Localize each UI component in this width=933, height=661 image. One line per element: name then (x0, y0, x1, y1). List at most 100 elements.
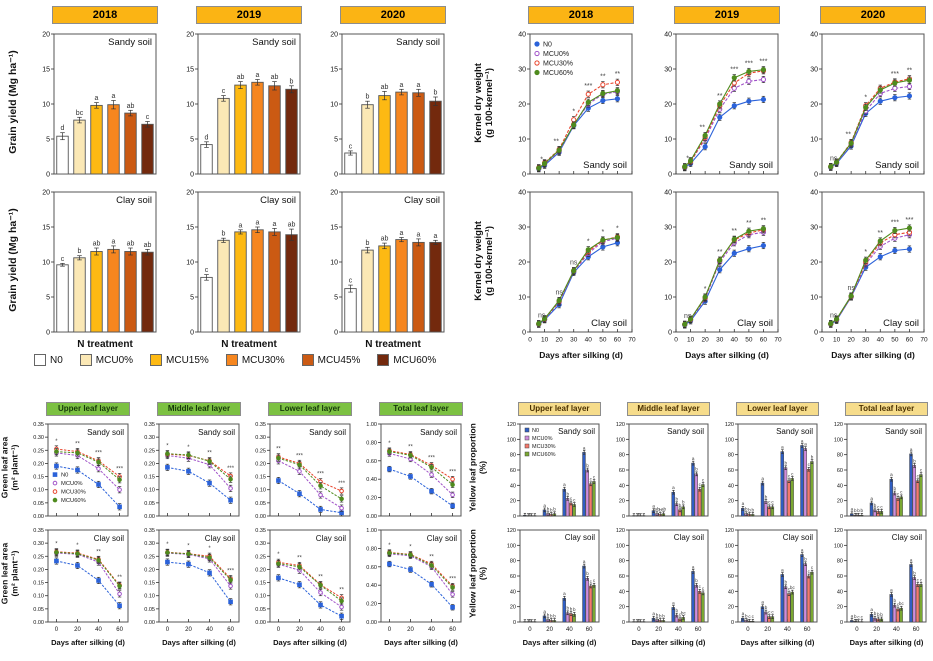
sig-letter: b (784, 580, 787, 585)
data-point (534, 69, 540, 76)
sig-letter: a (761, 476, 764, 481)
soil-label: Sandy soil (252, 37, 296, 48)
bar-MCU15% (234, 84, 247, 175)
y-tick-label: 0.30 (33, 435, 44, 441)
data-point (600, 244, 606, 250)
sig-letter: c (146, 114, 150, 121)
y-tick-label: 10 (518, 295, 526, 302)
data-point (682, 164, 688, 170)
series-line-MCU30% (278, 456, 342, 492)
y-tick-label: 20 (810, 260, 818, 267)
sig-letter: b (880, 612, 883, 617)
data-point (702, 294, 708, 300)
y-tick-label: 40 (810, 190, 818, 197)
sig-letter: a (400, 230, 404, 237)
x-axis-title: Days after silking (d) (384, 638, 458, 647)
data-point (228, 476, 233, 482)
y-tick-label: 20 (664, 260, 672, 267)
data-point (614, 79, 621, 85)
sig-mark: * (587, 239, 590, 246)
sig-letter: b (874, 611, 877, 616)
y-tick-label: 20 (728, 499, 734, 505)
y-tick-label: 60 (510, 468, 516, 474)
data-point (571, 117, 577, 123)
sig-letter: c (920, 577, 923, 582)
soil-label: Sandy soil (875, 160, 919, 171)
sig-letter: a (910, 557, 913, 562)
legend-swatch-MCU60% (377, 354, 390, 366)
data-point (687, 158, 694, 164)
data-point (600, 90, 606, 97)
x-axis-title: Days after silking (d) (539, 350, 623, 360)
data-point (96, 482, 101, 487)
y-tick-label: 60 (619, 574, 625, 580)
sig-mark: ** (761, 218, 767, 225)
sig-letter: b (656, 613, 659, 618)
plot-frame (47, 529, 129, 623)
plot-frame (529, 33, 633, 175)
sig-mark: ** (878, 230, 884, 237)
sig-letter: a (801, 547, 804, 552)
y-tick-label: 0 (840, 514, 843, 520)
sig-mark: ** (615, 71, 621, 78)
data-point (228, 486, 233, 491)
sig-letter: c (808, 569, 811, 574)
kernel-y-axis-label-clay: Kernel dry weight (g 100-kernel⁻¹) (473, 186, 496, 336)
sig-mark: *** (745, 60, 753, 67)
series-line-MCU30% (167, 551, 231, 579)
y-tick-label: 20 (810, 102, 818, 109)
sig-letter: a (890, 472, 893, 477)
legend-swatch-MCU45% (301, 354, 314, 366)
green-leaf-panel-1-clay: 0.00 0.05 0.10 0.15 0.20 0.25 0.30 0.35 0 20 40 60 *… (144, 528, 240, 633)
bar-N0 (760, 606, 765, 623)
data-point (186, 551, 191, 557)
sig-letter: ab (127, 103, 135, 110)
data-point (534, 60, 540, 66)
sig-mark: *** (584, 83, 592, 90)
data-point (54, 463, 59, 469)
y-tick-label: 0.10 (33, 594, 44, 600)
plot-frame (269, 423, 351, 517)
legend-item-label-N0: N0 (543, 42, 552, 49)
bar-MCU0% (694, 584, 698, 623)
sig-letter: b (784, 461, 787, 466)
y-tick-label: 40 (728, 483, 734, 489)
sig-mark: *** (891, 219, 899, 226)
y-tick-label: 60 (728, 468, 734, 474)
sig-letter: b (659, 507, 662, 512)
data-point (318, 483, 323, 489)
y-tick-label: 100 (834, 543, 843, 549)
y-tick-label: 0 (622, 620, 625, 626)
year-column-2020: 2020 0 5 10 15 20 c b ab a a b Sandy soil 0 5 10 15 20 c b a… (318, 6, 448, 350)
legend-item-label-MCU60%: MCU60% (543, 70, 573, 77)
soil-label: Sandy soil (583, 160, 627, 171)
legend-label-MCU30%: MCU30% (241, 354, 285, 366)
sig-mark: ns (847, 285, 855, 292)
x-tick-label: 0 (746, 627, 750, 633)
y-tick-label: 20 (510, 499, 516, 505)
y-tick-label: 80 (837, 453, 843, 459)
soil-label: Sandy soil (885, 427, 922, 436)
bar-N0 (780, 574, 784, 623)
data-point (318, 492, 323, 498)
y-tick-label: 0 (190, 172, 194, 178)
sig-letter: c (771, 610, 774, 615)
sig-letter: c (222, 88, 226, 95)
y-tick-label: 0.00 (366, 620, 377, 626)
soil-label: Sandy soil (420, 428, 457, 437)
sig-letter: b (913, 570, 916, 575)
data-point (228, 577, 233, 583)
grain-yield-panel-2019-clay: 0 5 10 15 20 c b a a a ab Clay soil (186, 190, 301, 336)
sig-mark: ** (117, 575, 122, 581)
bar-N0 (909, 564, 913, 623)
sig-letter: b (222, 231, 226, 238)
bar-MCU45% (124, 251, 137, 333)
y-tick-label: 0.30 (255, 541, 266, 547)
data-point (54, 449, 59, 454)
kernel-panel-2018-clay: 0 10 20 30 40 0 10 20 30 40 50 60 70 ns ns ns * * * Clay so… (518, 190, 636, 344)
data-point (75, 467, 80, 473)
y-tick-label: 0.15 (255, 581, 266, 587)
bar-MCU60% (790, 591, 794, 623)
y-tick-label: 1.00 (366, 422, 377, 428)
